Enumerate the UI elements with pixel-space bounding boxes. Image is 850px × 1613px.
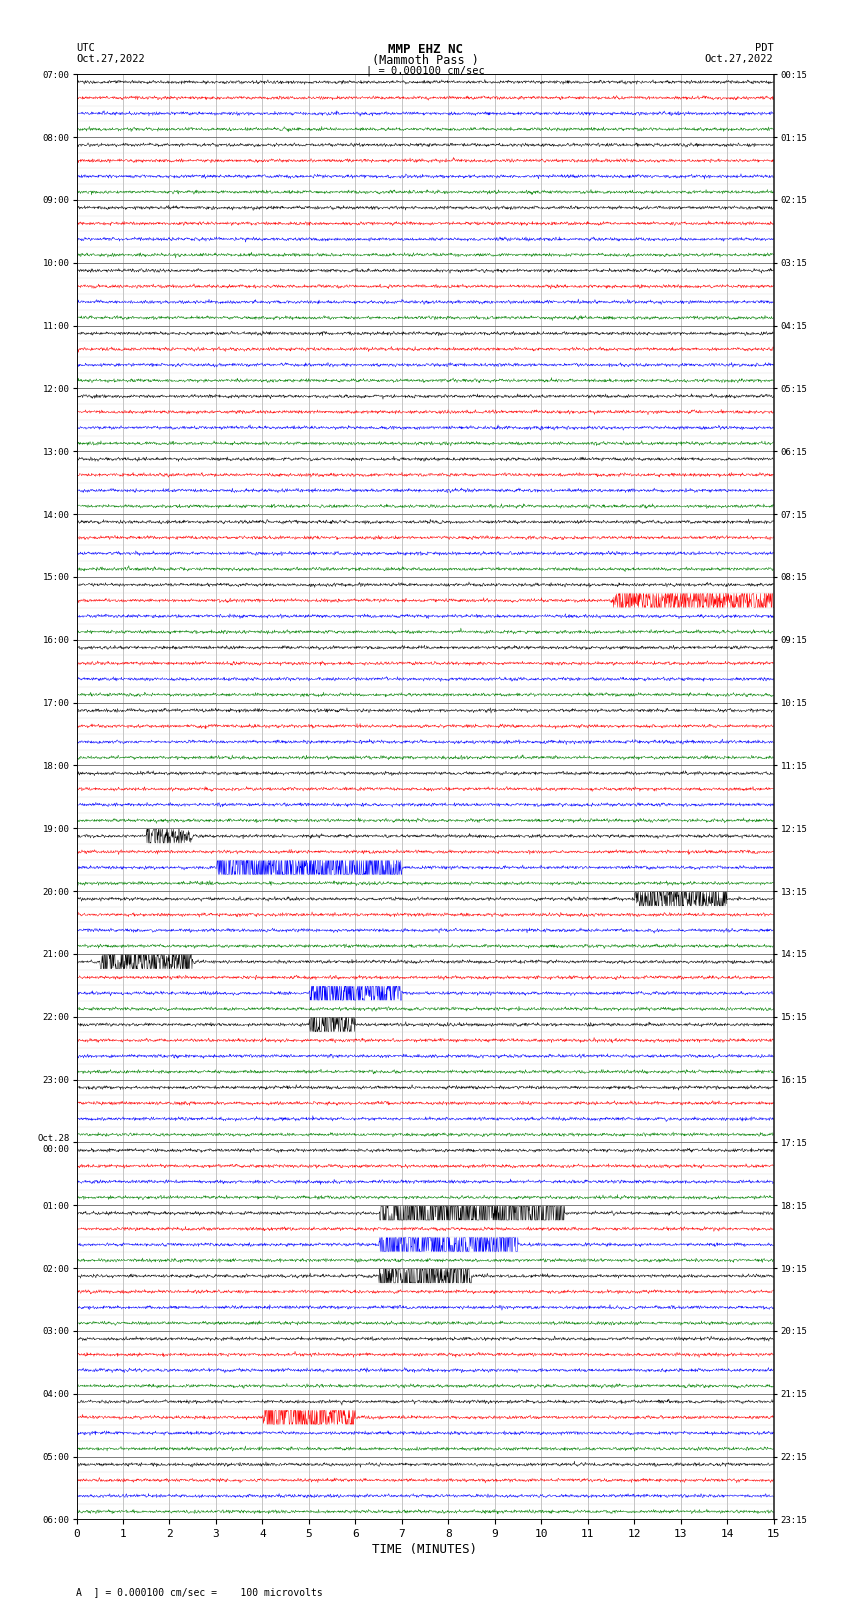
Text: A  ] = 0.000100 cm/sec =    100 microvolts: A ] = 0.000100 cm/sec = 100 microvolts bbox=[76, 1587, 323, 1597]
X-axis label: TIME (MINUTES): TIME (MINUTES) bbox=[372, 1544, 478, 1557]
Text: (Mammoth Pass ): (Mammoth Pass ) bbox=[371, 53, 479, 68]
Text: | = 0.000100 cm/sec: | = 0.000100 cm/sec bbox=[366, 65, 484, 76]
Text: MMP EHZ NC: MMP EHZ NC bbox=[388, 44, 462, 56]
Text: Oct.27,2022: Oct.27,2022 bbox=[705, 53, 774, 65]
Text: UTC: UTC bbox=[76, 44, 95, 53]
Text: PDT: PDT bbox=[755, 44, 774, 53]
Text: Oct.27,2022: Oct.27,2022 bbox=[76, 53, 145, 65]
